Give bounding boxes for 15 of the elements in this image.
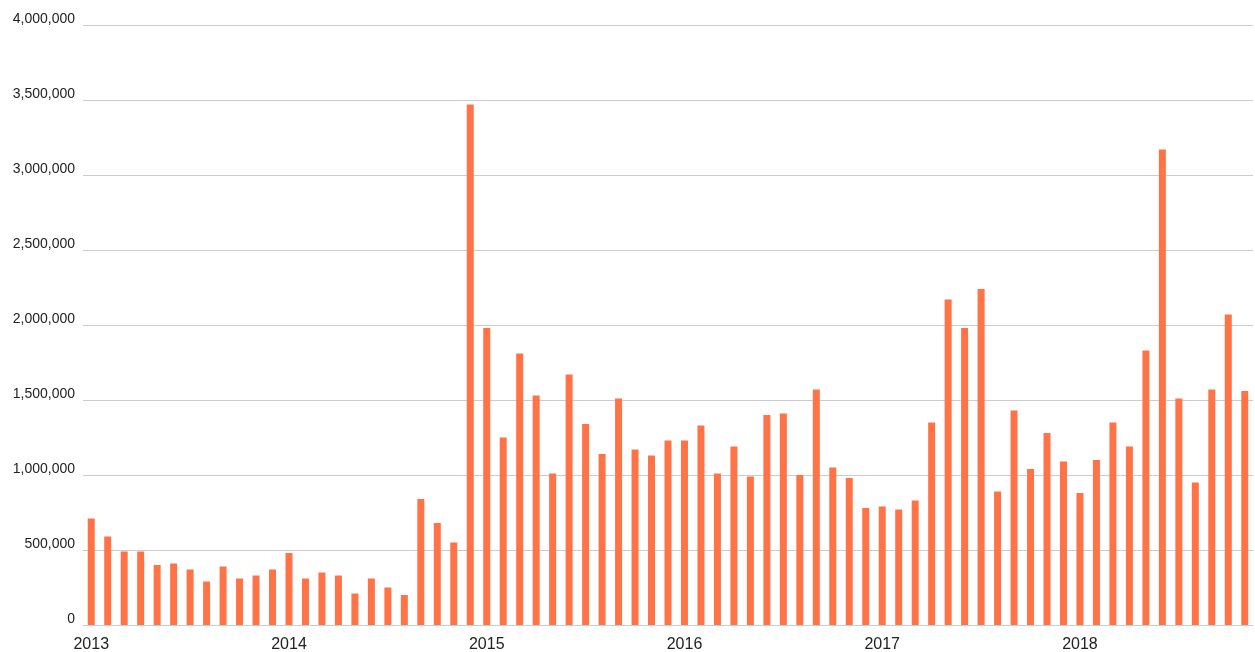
y-tick-label: 2,500,000	[12, 235, 76, 251]
x-tick-label: 2014	[271, 634, 307, 652]
y-tick-label: 0	[67, 610, 76, 626]
y-tick-label: 4,000,000	[12, 10, 76, 26]
y-tick-label: 1,000,000	[12, 460, 76, 476]
x-tick-label: 2017	[864, 634, 901, 652]
x-tick-label: 2013	[73, 634, 110, 652]
y-tick-label: 3,000,000	[12, 160, 76, 176]
y-tick-label: 500,000	[24, 535, 76, 551]
x-tick-label: 2016	[666, 634, 703, 652]
y-tick-label: 2,000,000	[12, 310, 76, 326]
x-tick-label: 2018	[1062, 634, 1098, 652]
x-tick-label: 2015	[468, 634, 505, 652]
y-tick-label: 3,500,000	[12, 85, 76, 101]
y-tick-label: 1,500,000	[12, 385, 76, 401]
